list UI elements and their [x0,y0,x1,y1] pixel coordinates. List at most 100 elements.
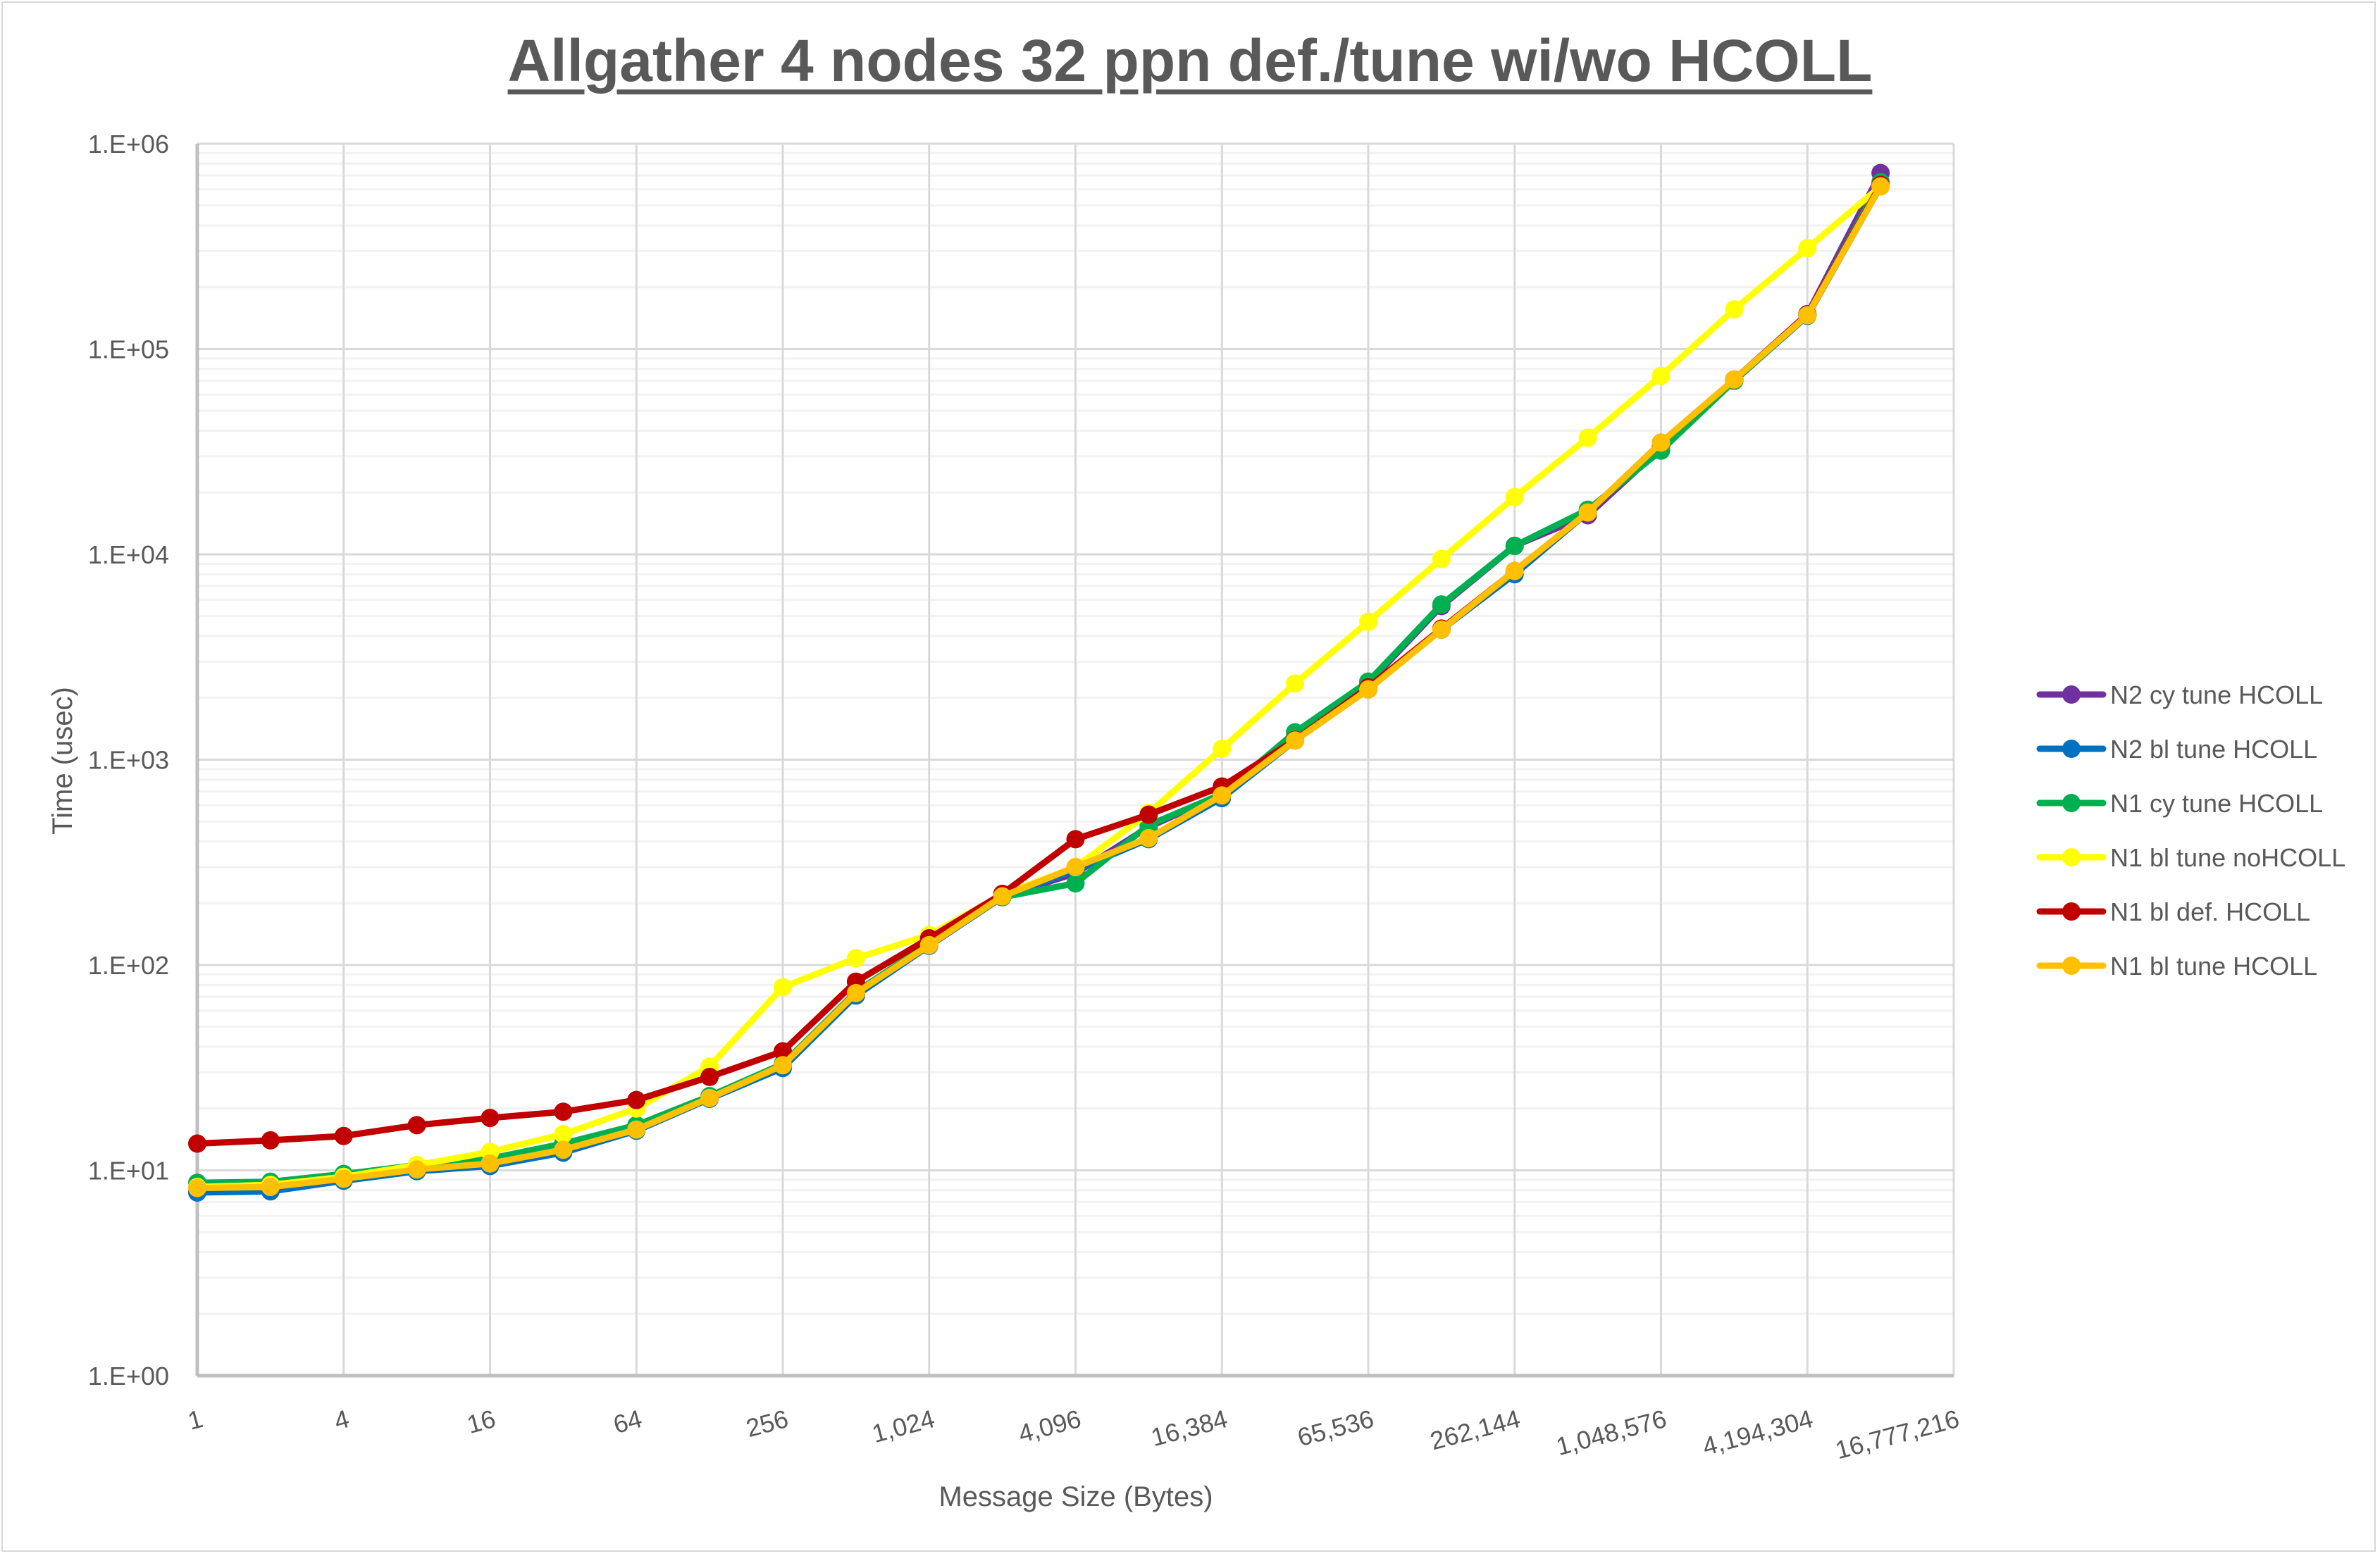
data-point-marker [1505,536,1524,555]
data-point-marker [1725,370,1744,389]
legend-label: N1 bl tune noHCOLL [2110,843,2345,872]
data-point-marker [554,1125,573,1144]
x-tick-label: 16 [464,1404,498,1439]
x-tick-label: 4,194,304 [1699,1404,1816,1461]
data-point-marker [1578,428,1597,447]
legend-label: N2 bl tune HCOLL [2110,735,2317,764]
data-point-marker [1432,549,1451,568]
data-point-marker [1432,620,1451,639]
data-point-marker [481,1154,500,1173]
data-point-marker [1066,874,1085,893]
legend-item: N1 cy tune HCOLL [2036,789,2323,818]
data-point-marker [334,1126,353,1145]
x-tick-label: 4,096 [1015,1404,1084,1448]
data-point-marker [993,887,1012,906]
y-tick-label: 1.E+04 [88,540,169,569]
series-line [188,163,1890,1201]
y-tick-label: 1.E+01 [88,1157,169,1185]
legend-item: N1 bl def. HCOLL [2036,897,2310,926]
data-point-marker [554,1102,573,1121]
legend: N2 cy tune HCOLL N2 bl tune HCOLL N1 cy tu… [2036,680,2345,981]
data-point-marker [261,1178,280,1197]
legend-item: N2 bl tune HCOLL [2036,735,2317,764]
y-axis-title: Time (usec) [47,687,78,835]
y-tick-label: 1.E+00 [88,1362,169,1390]
data-point-marker [1505,561,1524,580]
data-point-marker [919,935,938,954]
legend-marker-icon [2062,740,2081,758]
data-point-marker [1066,857,1085,876]
data-point-marker [334,1169,353,1188]
data-point-marker [554,1140,573,1159]
legend-marker-icon [2062,794,2081,812]
data-point-marker [1651,433,1671,452]
data-point-marker [1213,740,1232,759]
legend-label: N1 bl tune HCOLL [2110,952,2317,981]
series-line [188,177,1890,1202]
series-line [188,175,1890,1153]
data-point-marker [774,1056,792,1075]
data-point-marker [700,1067,719,1086]
data-point-marker [481,1109,500,1128]
legend-marker-icon [2062,685,2081,704]
data-point-marker [1871,177,1890,196]
data-point-marker [1359,612,1377,631]
tick-labels: 1.E+00 1.E+01 1.E+02 1.E+03 1.E+04 1.E+05 1.E+… [88,130,1962,1464]
series-line [188,173,1890,1193]
x-tick-label: 1,048,576 [1553,1404,1669,1461]
legend-item: N2 cy tune HCOLL [2036,680,2323,709]
data-point-marker [1725,300,1744,319]
data-point-marker [774,1042,792,1061]
data-point-marker [1286,674,1305,693]
grid-lines [196,142,1955,1377]
x-tick-label: 65,536 [1294,1404,1377,1452]
data-point-marker [1286,731,1305,750]
x-tick-label: 1 [185,1404,206,1436]
data-point-marker [1139,828,1158,847]
legend-label: N1 cy tune HCOLL [2110,789,2323,818]
data-point-marker [1139,805,1158,824]
legend-label: N1 bl def. HCOLL [2110,897,2310,926]
y-tick-label: 1.E+06 [88,130,169,158]
data-point-marker [627,1090,646,1109]
y-tick-label: 1.E+05 [88,335,169,364]
data-point-marker [188,1134,206,1153]
x-tick-label: 1,024 [869,1404,938,1448]
data-point-marker [1505,487,1524,506]
data-point-marker [188,1178,206,1197]
data-point-marker [774,978,792,997]
data-point-marker [1578,503,1597,522]
x-tick-label: 256 [743,1404,791,1443]
y-tick-label: 1.E+03 [88,746,169,775]
legend-marker-icon [2062,957,2081,975]
x-tick-label: 16,777,216 [1832,1404,1962,1464]
data-point-marker [407,1160,426,1179]
data-point-marker [1651,366,1671,385]
data-series [188,163,1890,1202]
data-point-marker [1359,680,1377,699]
data-point-marker [1798,306,1817,325]
data-point-marker [627,1120,646,1139]
data-point-marker [846,983,865,1002]
data-point-marker [1213,786,1232,805]
data-point-marker [1066,830,1085,849]
data-point-marker [407,1116,426,1135]
x-tick-label: 16,384 [1148,1404,1230,1452]
x-axis-title: Message Size (Bytes) [938,1481,1213,1512]
chart-title: Allgather 4 nodes 32 ppn def./tune wi/wo… [507,27,1873,94]
legend-item: N1 bl tune HCOLL [2036,952,2317,981]
series-line [188,177,1890,1197]
x-tick-label: 4 [331,1404,352,1436]
axes [195,144,1954,1378]
data-point-marker [261,1131,280,1150]
data-point-marker [1798,239,1817,258]
x-tick-label: 64 [610,1404,645,1439]
data-point-marker [846,949,865,968]
legend-label: N2 cy tune HCOLL [2110,680,2323,709]
x-tick-label: 262,144 [1427,1404,1523,1455]
data-point-marker [700,1088,719,1107]
y-tick-label: 1.E+02 [88,951,169,980]
legend-item: N1 bl tune noHCOLL [2036,843,2345,872]
